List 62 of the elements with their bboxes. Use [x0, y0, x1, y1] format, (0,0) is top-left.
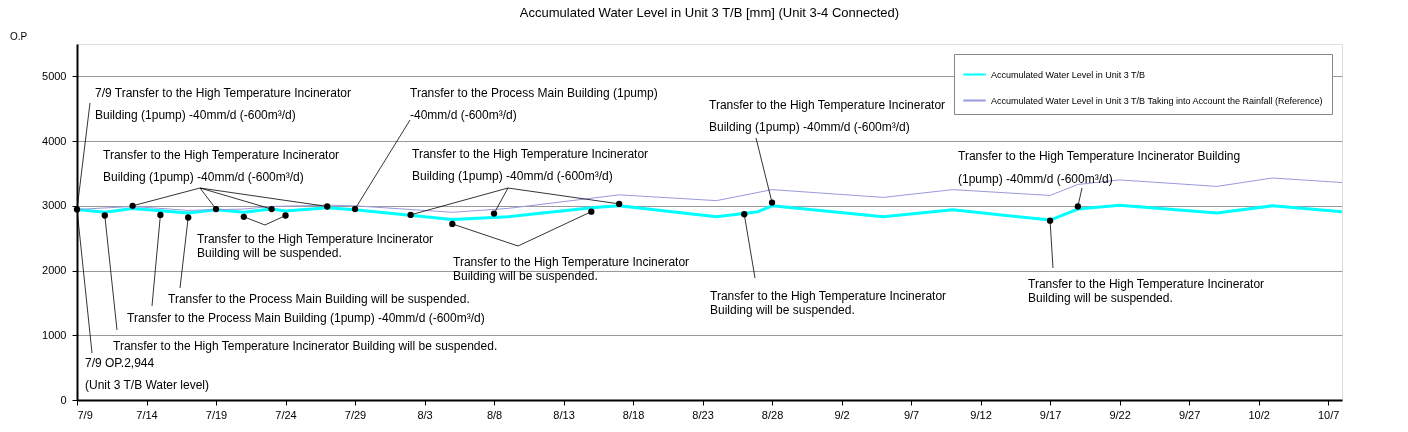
- chart-title: Accumulated Water Level in Unit 3 T/B [mm] (Unit 3-4 Connected): [519, 5, 900, 20]
- annotation: Transfer to the High Temperature Incinerator Building (1pump) -40mm/d (-600m³/d): [958, 149, 1241, 186]
- point: [212, 205, 220, 213]
- point: [407, 211, 414, 219]
- point: [129, 202, 136, 209]
- legend-label: Accumulated Water Level in Unit 3 T/B: [991, 69, 1146, 80]
- x-tick-label: 7/19: [205, 408, 228, 421]
- annotation: Transfer to the Process Main Building (1pump) -40mm/d (-600m³/d): [127, 311, 485, 325]
- point: [240, 213, 247, 220]
- point: [1074, 203, 1082, 210]
- annotation: 7/9 OP.2,944 (Unit 3 T/B Water level): [85, 356, 210, 392]
- point: [324, 203, 331, 210]
- point: [157, 211, 164, 219]
- x-tick-label: 8/8: [486, 408, 503, 421]
- x-tick-label: 9/22: [1109, 408, 1131, 421]
- x-tick-label: 8/13: [553, 408, 575, 421]
- y-tick-label: 0: [60, 393, 67, 406]
- annotation: Transfer to the Process Main Building will be suspended.: [168, 292, 470, 306]
- y-tick-label: 3000: [42, 199, 67, 212]
- annotation: Transfer to the High Temperature Incinerator Building (1pump) -40mm/d (-600m³/d): [103, 148, 340, 184]
- point: [1046, 217, 1054, 224]
- legend-label: Accumulated Water Level in Unit 3 T/B Taking into Account the Rainfall (Reference): [991, 95, 1323, 106]
- x-tick-label: 7/9: [77, 408, 93, 421]
- point: [282, 212, 289, 219]
- point: [741, 211, 748, 218]
- x-tick-label: 9/2: [834, 408, 850, 421]
- x-tick-label: 9/27: [1178, 408, 1201, 421]
- x-tick-label: 8/23: [692, 408, 714, 421]
- x-tick-label: 8/3: [417, 408, 433, 421]
- x-tick-label: 10/2: [1248, 408, 1270, 421]
- point: [490, 210, 498, 217]
- annotation: Transfer to the High Temperature Incinerator Building will be suspended.: [197, 232, 434, 260]
- x-tick-label: 9/17: [1039, 408, 1062, 421]
- point: [768, 199, 776, 206]
- annotation: Transfer to the Process Main Building (1pump) -40mm/d (-600m³/d): [410, 86, 658, 122]
- y-tick-label: 1000: [42, 328, 67, 341]
- point: [588, 208, 595, 215]
- point: [449, 220, 456, 228]
- annotation: Transfer to the High Temperature Incinerator Building will be suspended.: [453, 255, 690, 283]
- y-tick-label: 5000: [42, 69, 67, 82]
- annotation: Transfer to the High Temperature Incinerator Building (1pump) -40mm/d (-600m³/d): [709, 98, 946, 134]
- point: [185, 214, 192, 221]
- annotation: Transfer to the High Temperature Incinerator Building will be suspended.: [1028, 277, 1265, 305]
- x-tick-label: 8/18: [622, 408, 645, 421]
- annotation: Transfer to the High Temperature Incinerator Building (1pump) -40mm/d (-600m³/d): [412, 147, 649, 183]
- annotation: Transfer to the High Temperature Incinerator Building will be suspended.: [710, 289, 947, 317]
- x-tick-label: 9/12: [970, 408, 992, 421]
- point: [101, 212, 108, 219]
- y-axis-title: O.P: [10, 31, 28, 42]
- x-tick-label: 10/7: [1317, 408, 1340, 421]
- x-tick-label: 7/24: [275, 408, 297, 421]
- x-tick-label: 9/7: [903, 408, 920, 421]
- point: [268, 205, 275, 213]
- annotation: Transfer to the High Temperature Incinerator Building will be suspended.: [113, 339, 498, 353]
- y-tick-label: 2000: [42, 264, 67, 277]
- x-tick-label: 8/28: [761, 408, 784, 421]
- annotation: 7/9 Transfer to the High Temperature Incinerator Building (1pump) -40mm/d (-600m³/d): [95, 86, 351, 122]
- point: [351, 205, 359, 213]
- x-tick-label: 7/14: [136, 408, 158, 421]
- x-tick-label: 7/29: [344, 408, 367, 421]
- point: [615, 200, 623, 208]
- y-tick-label: 4000: [42, 134, 67, 147]
